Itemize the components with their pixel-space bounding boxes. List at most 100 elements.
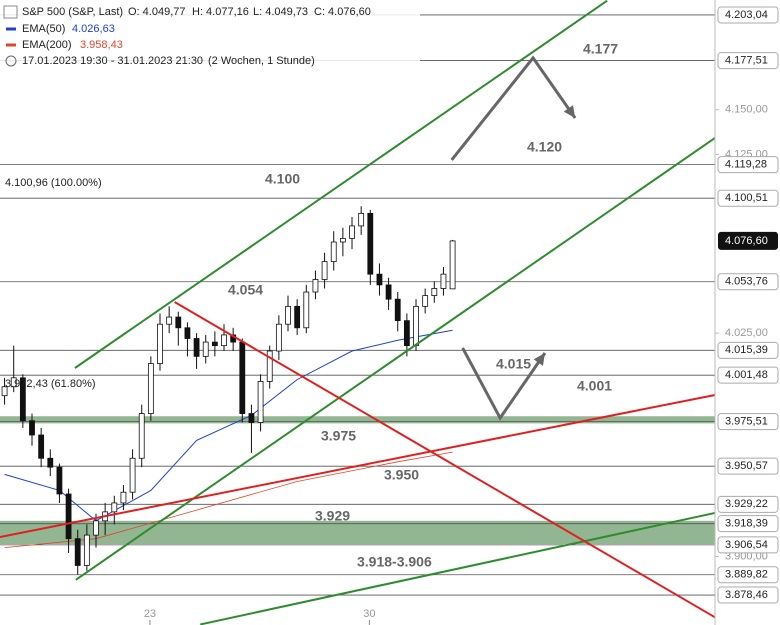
level-label: 4.053,76	[725, 276, 768, 288]
arrow-head	[563, 105, 576, 118]
ohlc: L: 4.049,73	[253, 6, 308, 18]
level-box	[717, 536, 779, 554]
trendline	[200, 511, 716, 625]
header-bg	[0, 2, 420, 69]
candle-body	[56, 466, 63, 495]
arrow-head	[533, 352, 545, 366]
candle-body	[29, 420, 35, 436]
x-tick-label: 23	[144, 608, 156, 620]
level-box	[717, 366, 779, 384]
current-box	[718, 231, 778, 250]
level-label: 3.975,51	[725, 415, 768, 427]
level-label: 3.889,82	[725, 569, 768, 581]
candle-body	[184, 327, 191, 339]
y-tick-label: 3.900,00	[725, 550, 768, 562]
candle-body	[111, 502, 118, 513]
level-box	[717, 52, 779, 70]
annotation: 4.177	[583, 41, 618, 57]
annotation: 3.950	[384, 467, 419, 483]
level-label: 3.878,46	[725, 589, 768, 601]
level-box	[717, 6, 779, 24]
x-tick-label: 30	[363, 608, 375, 620]
candle-body	[129, 457, 136, 493]
zone	[0, 520, 715, 545]
level-label: 3.906,54	[725, 539, 768, 551]
candle-body	[303, 291, 310, 329]
annotation: 4.001	[577, 378, 612, 394]
ohlc: H: 4.077,16	[192, 6, 249, 18]
trendline	[74, 0, 608, 369]
candle-body	[440, 273, 447, 289]
y-tick-label: 4.025,00	[725, 327, 768, 339]
ema-line	[4, 451, 453, 549]
candle-body	[266, 350, 273, 382]
level-label: 4.177,51	[725, 54, 768, 66]
level-label: 4.119,28	[725, 159, 767, 171]
level-box	[717, 189, 779, 207]
annotation: 3.918-3.906	[357, 554, 432, 570]
level-box	[717, 273, 779, 291]
period-note: (2 Wochen, 1 Stunde)	[208, 55, 315, 67]
legend-label: EMA(200)	[22, 39, 72, 51]
trendline	[75, 137, 716, 581]
annotation: 3.975	[321, 428, 356, 444]
candle-body	[349, 225, 355, 239]
candle-body	[221, 334, 227, 347]
candle-body	[166, 316, 173, 325]
candle-body	[193, 338, 200, 357]
candle-body	[120, 491, 127, 504]
y-tick-label: 4.150,00	[725, 104, 768, 116]
candle-body	[38, 434, 45, 459]
candle-body	[285, 305, 291, 325]
candle-body	[275, 323, 282, 352]
candle-body	[403, 320, 410, 347]
header: S&P 500 (S&P, Last) O: 4.049,77 H: 4.077…	[0, 2, 420, 69]
level-box	[717, 586, 779, 604]
candle-body	[74, 538, 81, 566]
candle-body	[330, 241, 337, 263]
ohlc: O: 4.049,77	[128, 6, 186, 18]
trendline	[0, 394, 716, 539]
candle-body	[413, 305, 419, 347]
clock-icon	[5, 55, 17, 67]
annotation: 4.120	[527, 139, 562, 155]
candle-body	[394, 298, 401, 322]
candle-body	[376, 273, 383, 286]
icon	[3, 5, 18, 19]
candle-body	[65, 493, 72, 540]
candle-body	[1, 386, 8, 397]
arrow	[461, 347, 547, 421]
candle-body	[138, 413, 145, 459]
candle-body	[449, 240, 456, 290]
candle-body	[358, 212, 365, 227]
level-box	[717, 457, 779, 475]
level-box	[717, 413, 779, 431]
candle-body	[339, 238, 346, 243]
candle-body	[312, 279, 319, 293]
candle-body	[367, 212, 374, 275]
instrument: S&P 500 (S&P, Last)	[22, 6, 123, 18]
candle-body	[239, 341, 246, 414]
trendline	[174, 301, 716, 619]
level-box	[717, 515, 779, 533]
level-label: 4.203,04	[725, 9, 768, 21]
candle-body	[321, 261, 328, 280]
annotation: 4.100	[265, 171, 300, 187]
level-label: 3.918,39	[725, 518, 768, 530]
candle-body	[19, 377, 26, 422]
level-box	[717, 341, 779, 359]
candle-body	[10, 377, 17, 388]
annotation: 3.929	[315, 508, 350, 524]
legend-label: EMA(50)	[22, 23, 65, 35]
candle-body	[157, 323, 163, 364]
level-box	[717, 495, 779, 513]
candle-body	[431, 288, 438, 297]
annotation: 4.015	[496, 356, 531, 372]
level-box	[717, 566, 779, 584]
level-label: 4.001,48	[725, 369, 768, 381]
level-label: 4.015,39	[725, 344, 768, 356]
candle-body	[422, 295, 429, 307]
candle-body	[147, 363, 154, 414]
candle-body	[294, 305, 301, 329]
legend-value: 4.026,63	[72, 23, 115, 35]
